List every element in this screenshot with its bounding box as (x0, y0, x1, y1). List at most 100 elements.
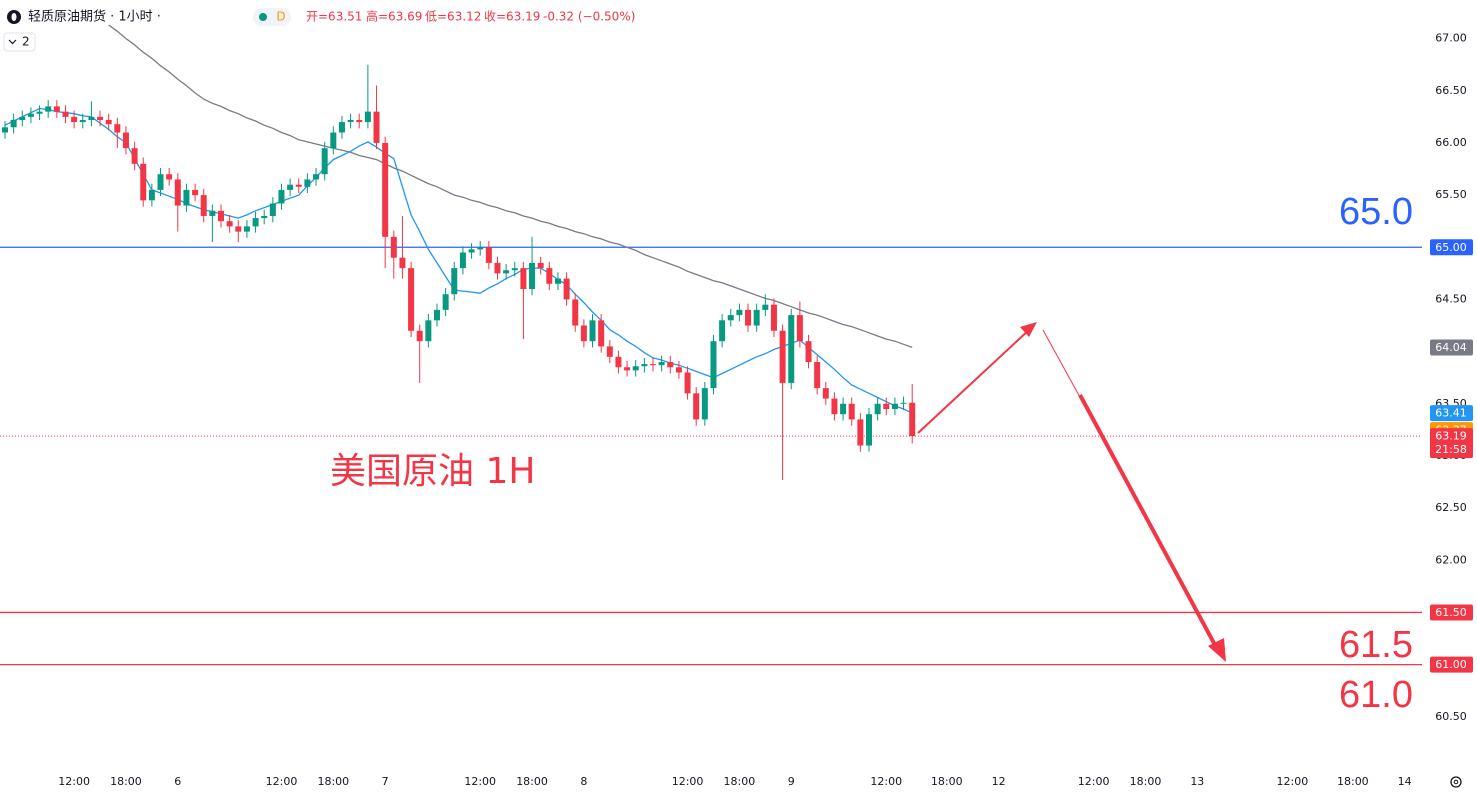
annotation-layer: 65.0 61.5 61.0 美国原油 1H (330, 191, 1413, 716)
info-open: 开=63.51 (306, 10, 362, 24)
annotation-label: 美国原油 1H (330, 451, 535, 492)
candle-body (606, 346, 613, 357)
x-tick-label: 12:00 (266, 775, 298, 788)
candle-body (131, 148, 138, 164)
candle-body (321, 148, 328, 175)
badge: D (276, 10, 285, 24)
candle-body (88, 116, 95, 120)
candle-body (347, 119, 354, 123)
annotation-level: 61.5 (1339, 624, 1413, 666)
arrowhead (1208, 638, 1226, 662)
status-dot (259, 13, 267, 21)
candle-body (373, 111, 380, 143)
candle-body (572, 299, 579, 326)
candle-body (364, 111, 371, 123)
candle-body (27, 113, 34, 117)
candle-body (477, 247, 484, 250)
y-tick-label: 66.00 (1435, 136, 1467, 149)
settings-icon[interactable] (1450, 776, 1462, 788)
candle-body (840, 403, 847, 415)
candle-body (218, 210, 224, 222)
x-tick-label: 14 (1398, 775, 1412, 788)
candle-body (598, 320, 605, 347)
candle-body (615, 356, 622, 368)
candle-body (252, 218, 259, 227)
indicator-count: 2 (22, 35, 30, 49)
candle-body (546, 268, 553, 284)
x-tick-label: 12:00 (1277, 775, 1309, 788)
candle-body (243, 226, 250, 232)
gear-center (1453, 779, 1459, 785)
candle-body (693, 393, 700, 420)
candle-body (390, 236, 397, 258)
plot-area (0, 24, 1422, 666)
candle-body (97, 116, 104, 120)
candle-body (779, 330, 786, 383)
candle-body (857, 419, 864, 446)
x-tick-label: 9 (788, 775, 795, 788)
info-low: 低=63.12 (425, 10, 481, 24)
price-label-text: 63.41 (1435, 407, 1467, 420)
candle-body (494, 262, 501, 274)
x-tick-label: 18:00 (1337, 775, 1369, 788)
candle-body (425, 320, 432, 342)
candle-body (736, 309, 743, 316)
arrow-down (1078, 394, 1217, 646)
candle-body (278, 189, 285, 204)
candle-body (459, 252, 466, 269)
candle-body (814, 362, 821, 389)
x-tick-label: 12:00 (1078, 775, 1110, 788)
gear[interactable] (1450, 776, 1462, 788)
candle-body (667, 362, 674, 368)
candle-body (10, 119, 17, 128)
indicator-toggle[interactable] (3, 32, 36, 52)
candle-body (719, 320, 726, 342)
x-tick-label: 12:00 (58, 775, 90, 788)
candle-body (174, 179, 181, 206)
candle-body (529, 262, 536, 290)
symbol-icon-drop (11, 13, 17, 21)
arrow-up (917, 328, 1031, 434)
candle-body (641, 364, 648, 367)
candle-body (183, 189, 190, 206)
candle-body (382, 142, 389, 237)
candle-body (192, 189, 199, 196)
candle-body (874, 403, 881, 415)
candle-body (485, 247, 492, 263)
candle-body (71, 116, 78, 123)
candle-body (235, 226, 242, 232)
candle-body (269, 203, 276, 216)
candle-body (900, 402, 907, 404)
candle-body (632, 366, 639, 371)
candle-body (166, 174, 173, 180)
x-tick-label: 6 (174, 775, 181, 788)
header: 轻质原油期货 · 1小时 · D 开=63.51 高=63.69 低=63.12… (3, 8, 635, 52)
x-tick-label: 18:00 (516, 775, 548, 788)
candle-body (416, 330, 423, 342)
price-label-text: 64.04 (1435, 341, 1467, 354)
candle-body (537, 262, 544, 269)
x-tick-label: 18:00 (931, 775, 963, 788)
candle-body (788, 315, 795, 383)
price-label (1430, 405, 1473, 422)
price-label (1430, 339, 1473, 356)
candle-body (805, 341, 812, 363)
annotation-level: 61.0 (1339, 674, 1413, 716)
candle-body (148, 189, 155, 201)
x-tick-label: 13 (1190, 775, 1204, 788)
level-label (1430, 656, 1473, 673)
candle-body (822, 388, 829, 399)
candle-body (511, 268, 518, 271)
chevron (8, 39, 17, 45)
candle-body (261, 215, 268, 219)
candle-body (580, 325, 587, 342)
candle-body (753, 309, 760, 326)
level-label-text: 61.00 (1435, 658, 1467, 671)
candle-body (45, 106, 52, 112)
candle-body (434, 309, 440, 321)
x-tick-label: 8 (580, 775, 587, 788)
price-axis: 60.5061.0061.5062.0062.5063.0063.5064.00… (58, 32, 1473, 788)
x-tick-label: 12:00 (672, 775, 704, 788)
candle-body (2, 127, 8, 133)
